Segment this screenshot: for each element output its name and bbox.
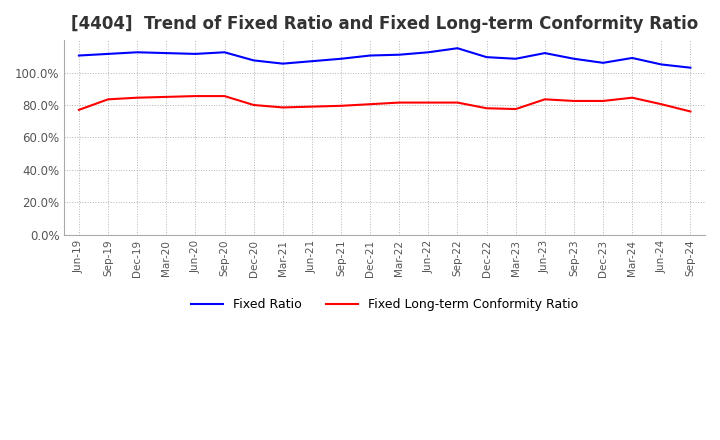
Fixed Long-term Conformity Ratio xyxy=(279,105,287,110)
Fixed Long-term Conformity Ratio xyxy=(628,95,636,100)
Fixed Long-term Conformity Ratio xyxy=(307,104,316,109)
Fixed Ratio xyxy=(424,50,433,55)
Fixed Ratio xyxy=(599,60,608,66)
Fixed Long-term Conformity Ratio xyxy=(337,103,346,108)
Fixed Ratio xyxy=(220,50,229,55)
Fixed Long-term Conformity Ratio xyxy=(482,106,491,111)
Fixed Ratio xyxy=(366,53,374,58)
Fixed Long-term Conformity Ratio xyxy=(599,98,608,103)
Fixed Long-term Conformity Ratio xyxy=(162,94,171,99)
Fixed Ratio xyxy=(104,51,112,57)
Fixed Ratio xyxy=(307,59,316,64)
Fixed Long-term Conformity Ratio xyxy=(541,97,549,102)
Fixed Ratio xyxy=(628,55,636,61)
Fixed Long-term Conformity Ratio xyxy=(395,100,404,105)
Fixed Long-term Conformity Ratio xyxy=(453,100,462,105)
Fixed Long-term Conformity Ratio xyxy=(133,95,142,100)
Legend: Fixed Ratio, Fixed Long-term Conformity Ratio: Fixed Ratio, Fixed Long-term Conformity … xyxy=(186,293,583,316)
Fixed Ratio xyxy=(249,58,258,63)
Fixed Ratio xyxy=(570,56,578,62)
Fixed Long-term Conformity Ratio xyxy=(511,106,520,112)
Line: Fixed Ratio: Fixed Ratio xyxy=(79,48,690,68)
Fixed Ratio xyxy=(279,61,287,66)
Fixed Long-term Conformity Ratio xyxy=(424,100,433,105)
Line: Fixed Long-term Conformity Ratio: Fixed Long-term Conformity Ratio xyxy=(79,96,690,111)
Fixed Long-term Conformity Ratio xyxy=(75,107,84,113)
Fixed Ratio xyxy=(541,51,549,56)
Title: [4404]  Trend of Fixed Ratio and Fixed Long-term Conformity Ratio: [4404] Trend of Fixed Ratio and Fixed Lo… xyxy=(71,15,698,33)
Fixed Long-term Conformity Ratio xyxy=(366,102,374,107)
Fixed Ratio xyxy=(657,62,666,67)
Fixed Long-term Conformity Ratio xyxy=(657,102,666,107)
Fixed Ratio xyxy=(75,53,84,58)
Fixed Ratio xyxy=(511,56,520,62)
Fixed Long-term Conformity Ratio xyxy=(104,97,112,102)
Fixed Ratio xyxy=(395,52,404,57)
Fixed Long-term Conformity Ratio xyxy=(686,109,695,114)
Fixed Long-term Conformity Ratio xyxy=(249,103,258,108)
Fixed Long-term Conformity Ratio xyxy=(220,93,229,99)
Fixed Long-term Conformity Ratio xyxy=(570,98,578,103)
Fixed Ratio xyxy=(482,55,491,60)
Fixed Long-term Conformity Ratio xyxy=(191,93,199,99)
Fixed Ratio xyxy=(686,65,695,70)
Fixed Ratio xyxy=(191,51,199,57)
Fixed Ratio xyxy=(337,56,346,62)
Fixed Ratio xyxy=(133,50,142,55)
Fixed Ratio xyxy=(162,51,171,56)
Fixed Ratio xyxy=(453,46,462,51)
